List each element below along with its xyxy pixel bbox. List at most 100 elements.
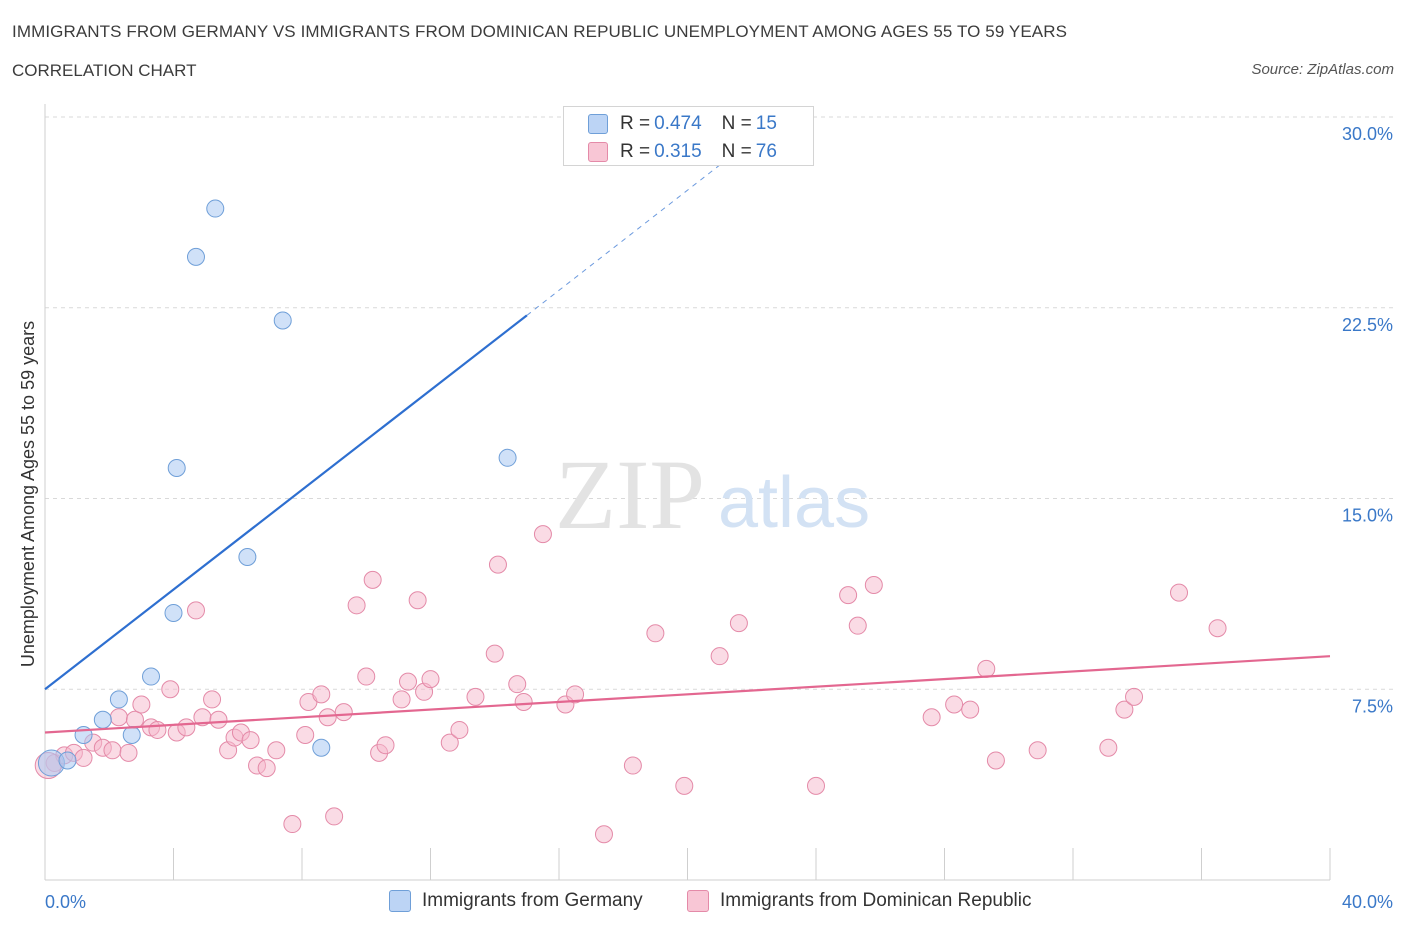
dominican-trendline	[44, 655, 1331, 734]
legend-item-germany[interactable]: Immigrants from Germany	[389, 890, 643, 912]
germany-r-value: 0.474	[654, 113, 702, 134]
dominican-point-57	[675, 776, 694, 795]
watermark-atlas: atlas	[718, 463, 870, 543]
dominican-point-30	[312, 685, 331, 704]
dominican-point-47	[485, 644, 504, 663]
dominican-point-60	[807, 776, 825, 795]
dominican-point-26	[267, 741, 286, 760]
dominican-point-40	[399, 672, 418, 691]
dominican-point-8	[119, 743, 138, 762]
germany-point-9	[186, 247, 205, 266]
dominican-point-71	[1115, 700, 1134, 719]
legend-label-dominican: Immigrants from Dominican Republic	[720, 890, 1032, 911]
dominican-point-7	[109, 708, 128, 727]
dominican-point-6	[103, 741, 122, 760]
dominican-point-72	[1125, 687, 1144, 706]
dominican-point-45	[450, 720, 469, 739]
germany-point-6	[142, 667, 161, 686]
dominican-point-50	[514, 692, 533, 711]
dominican-point-46	[466, 687, 485, 706]
dominican-point-49	[508, 675, 527, 694]
germany-point-10	[206, 199, 225, 218]
dominican-point-58	[710, 647, 729, 666]
dominican-point-32	[325, 807, 344, 826]
dominican-point-15	[177, 718, 196, 737]
dominican-point-19	[209, 710, 228, 729]
trendlines	[44, 152, 1331, 734]
y-axis-label: Unemployment Among Ages 55 to 59 years	[18, 321, 38, 667]
dominican-point-70	[1099, 738, 1118, 757]
chart-subtitle: CORRELATION CHART	[12, 61, 197, 80]
germany-point-14	[498, 448, 517, 467]
dominican-point-65	[945, 695, 964, 714]
dominican-point-73	[1170, 583, 1189, 602]
germany-point-13	[312, 738, 331, 757]
germany-points	[37, 199, 517, 777]
dominican-point-3	[74, 748, 93, 767]
dominican-point-61	[839, 586, 858, 605]
x-tick-label-max: 40.0%	[1342, 892, 1393, 912]
dominican-point-56	[646, 624, 665, 643]
germany-point-11	[238, 547, 257, 566]
grid-lines	[45, 116, 1395, 690]
germany-n-label: N =	[721, 113, 752, 134]
dominican-n-label: N =	[721, 141, 752, 162]
dominican-point-74	[1208, 619, 1227, 638]
dominican-point-39	[392, 690, 411, 709]
dominican-point-34	[347, 596, 366, 615]
legend-swatch-germany	[389, 890, 411, 912]
chart-title: IMMIGRANTS FROM GERMANY VS IMMIGRANTS FR…	[12, 22, 1068, 41]
dominican-point-36	[363, 570, 382, 589]
stats-row-dominican: R = 0.315 N = 76	[588, 141, 777, 163]
legend-label-germany: Immigrants from Germany	[422, 890, 643, 911]
dominican-point-41	[408, 591, 427, 610]
germany-point-8	[167, 458, 186, 477]
dominican-point-63	[864, 575, 883, 594]
dominican-point-66	[961, 700, 980, 719]
dominican-point-18	[203, 690, 222, 709]
dominican-point-25	[257, 759, 276, 778]
dominican-point-64	[922, 708, 941, 727]
dominican-point-62	[848, 616, 867, 635]
germany-swatch	[588, 114, 608, 134]
dominican-point-28	[296, 726, 315, 745]
dominican-point-12	[148, 720, 167, 739]
dominican-point-10	[132, 695, 151, 714]
watermark: ZIP atlas	[555, 439, 870, 550]
source-label: Source: ZipAtlas.com	[1251, 61, 1394, 78]
germany-n-value: 15	[755, 113, 777, 134]
watermark-zip: ZIP	[555, 439, 705, 550]
germany-point-3	[93, 710, 112, 729]
dominican-point-68	[986, 751, 1005, 770]
dominican-point-44	[440, 733, 459, 752]
germany-point-7	[164, 603, 183, 622]
dominican-point-67	[977, 659, 996, 678]
germany-trendline	[44, 314, 528, 691]
axes	[44, 104, 1331, 881]
germany-trendline-extension	[526, 152, 736, 316]
dominican-point-69	[1028, 741, 1047, 760]
x-tick-label-min: 0.0%	[45, 892, 86, 912]
dominican-swatch	[588, 142, 608, 162]
germany-point-1	[58, 751, 77, 770]
tick-labels: 7.5% 15.0% 22.5% 30.0% 0.0% 40.0%	[45, 124, 1393, 912]
germany-point-12	[273, 311, 292, 330]
germany-point-4	[109, 690, 128, 709]
dominican-point-33	[334, 703, 353, 722]
dominican-point-31	[318, 708, 337, 727]
legend-swatch-dominican	[687, 890, 709, 912]
dominican-point-55	[623, 756, 642, 775]
dominican-point-51	[533, 525, 552, 544]
dominican-point-27	[283, 815, 302, 834]
legend-item-dominican[interactable]: Immigrants from Dominican Republic	[687, 890, 1032, 912]
y-tick-label-3: 30.0%	[1342, 124, 1393, 144]
dominican-point-43	[421, 670, 440, 689]
dominican-point-53	[566, 685, 585, 704]
dominican-point-54	[594, 825, 613, 844]
dominican-point-16	[186, 601, 205, 620]
dominican-point-35	[357, 667, 376, 686]
stats-legend: R = 0.474 N = 15 R = 0.315 N = 76	[563, 106, 814, 166]
dominican-point-48	[488, 555, 507, 574]
germany-r-label: R =	[620, 113, 651, 134]
